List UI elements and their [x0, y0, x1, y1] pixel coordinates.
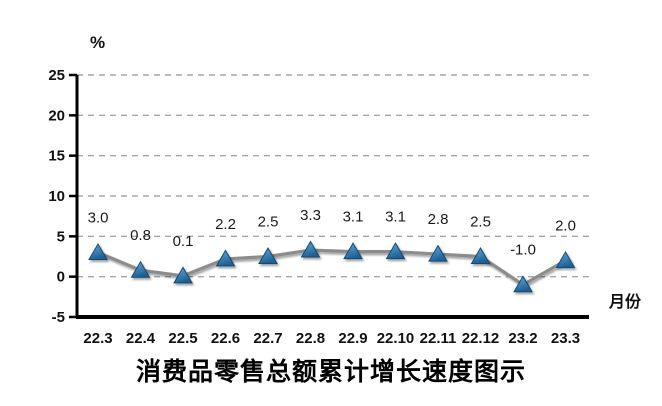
data-point-marker	[513, 275, 533, 293]
data-point-marker	[258, 247, 278, 264]
data-point-marker	[470, 247, 491, 264]
data-point-marker	[300, 240, 321, 258]
data-point-label: 2.8	[428, 211, 449, 228]
y-tick-label: 10	[48, 188, 65, 205]
y-tick-label: -5	[52, 309, 65, 326]
x-tick-label: 22.7	[253, 330, 282, 347]
chart-title: 消费品零售总额累计增长速度图示	[135, 359, 526, 386]
x-tick-label: 22.10	[377, 330, 415, 347]
data-point-label: 2.5	[258, 214, 279, 231]
x-tick-label: 22.8	[296, 330, 325, 347]
data-point-label: 2.0	[555, 218, 576, 235]
data-point-label: 0.8	[130, 227, 151, 244]
x-tick-label: 22.5	[168, 330, 197, 347]
data-point-label: 3.3	[300, 207, 321, 224]
data-point-marker	[88, 242, 108, 260]
data-point-label: 2.2	[215, 216, 236, 233]
data-point-label: 3.1	[343, 209, 364, 226]
data-point-label: 2.5	[470, 214, 491, 231]
x-tick-label: 22.9	[338, 330, 367, 347]
y-tick-label: 25	[48, 67, 65, 84]
data-point-marker	[173, 266, 193, 284]
x-axis-unit-label: 月份	[609, 294, 642, 311]
y-tick-label: 5	[57, 228, 65, 245]
y-tick-label: 15	[48, 148, 65, 165]
x-tick-label: 23.2	[508, 330, 537, 347]
data-point-label: -1.0	[510, 242, 536, 259]
y-tick-label: 0	[57, 269, 65, 286]
x-tick-label: 22.6	[211, 330, 240, 347]
y-tick-label: 20	[48, 107, 65, 124]
series-line	[96, 248, 568, 287]
data-point-marker	[428, 244, 448, 262]
x-tick-label: 22.3	[83, 330, 112, 347]
x-tick-label: 22.11	[420, 330, 457, 347]
data-point-label: 3.0	[88, 209, 109, 226]
x-tick-label: 23.3	[551, 330, 580, 347]
data-point-marker	[555, 251, 576, 269]
data-point-marker	[215, 249, 236, 267]
x-tick-label: 22.4	[126, 330, 156, 347]
data-point-label: 3.1	[385, 209, 406, 226]
data-point-marker	[130, 260, 151, 278]
x-tick-label: 22.12	[462, 330, 500, 347]
y-axis-unit-label: %	[90, 33, 106, 52]
data-point-marker	[343, 242, 363, 260]
data-point-marker	[385, 242, 406, 260]
data-point-label: 0.1	[173, 233, 194, 250]
